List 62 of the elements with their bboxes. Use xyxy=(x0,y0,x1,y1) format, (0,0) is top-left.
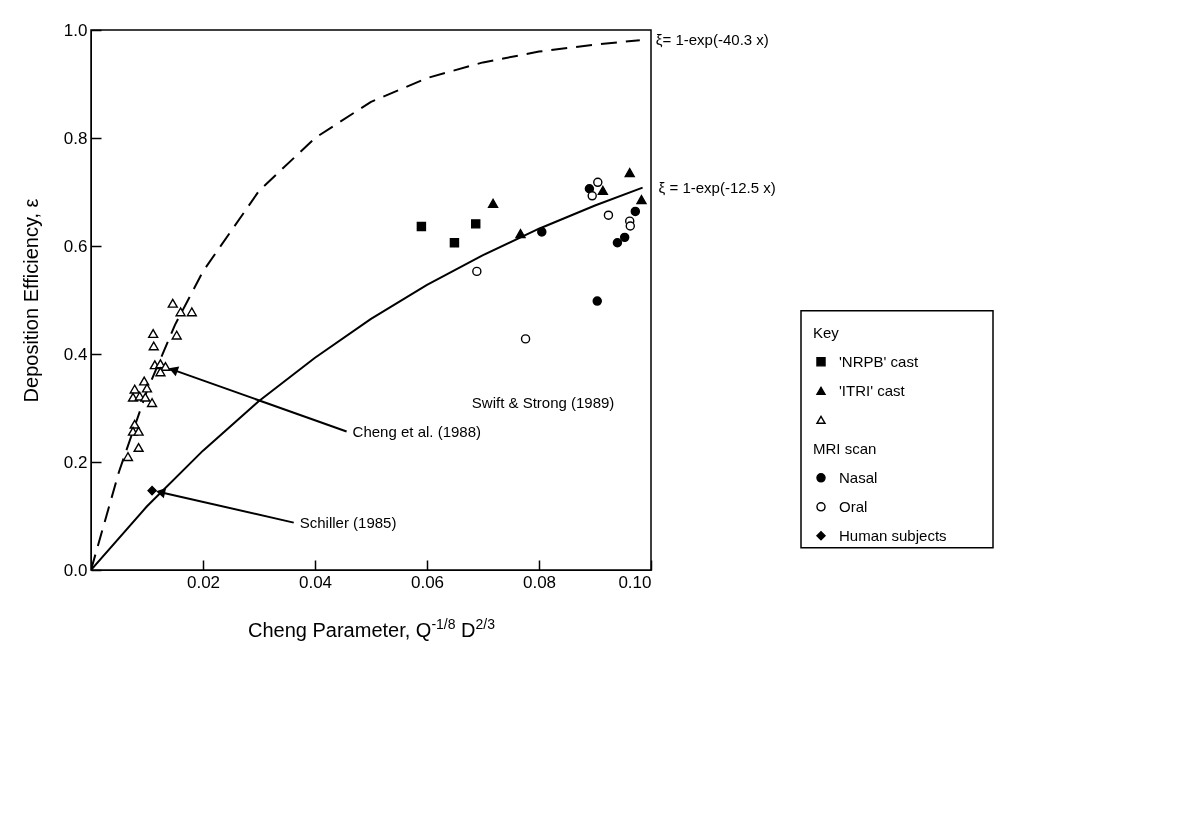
point xyxy=(612,238,623,248)
point xyxy=(593,177,603,187)
annotation: Schiller (1985) xyxy=(299,513,397,531)
point xyxy=(625,221,636,231)
y-tick-label: 1.0 xyxy=(63,20,88,40)
text: MRI scan xyxy=(813,439,877,457)
x-tick-label: 0.06 xyxy=(410,572,445,592)
point xyxy=(597,185,609,195)
series-label: ξ= 1-exp(-40.3 x) xyxy=(655,31,769,49)
point xyxy=(449,238,460,248)
series-label: ξ = 1-exp(-12.5 x) xyxy=(658,178,776,196)
annotation: Cheng et al. (1988) xyxy=(352,422,482,440)
point xyxy=(146,398,158,408)
point xyxy=(515,229,526,239)
annotation: Swift & Strong (1989) xyxy=(471,393,615,411)
legend-label: Human subjects xyxy=(839,526,947,544)
point xyxy=(175,307,186,317)
point xyxy=(592,296,602,306)
legend-label: 'NRPB' cast xyxy=(839,352,919,370)
y-tick-label: 0.6 xyxy=(63,236,88,256)
legend-label: Nasal xyxy=(839,468,878,486)
point xyxy=(520,334,531,344)
point xyxy=(122,452,134,462)
x-tick-label: 0.08 xyxy=(522,572,557,592)
point xyxy=(416,221,427,232)
point xyxy=(630,206,641,217)
y-tick-label: 0.8 xyxy=(63,128,88,148)
point xyxy=(155,367,166,377)
point xyxy=(167,298,178,308)
point xyxy=(141,383,153,393)
x-tick-label: 0.10 xyxy=(618,572,652,592)
y-tick-label: 0.4 xyxy=(63,344,88,364)
point xyxy=(487,198,499,208)
x-axis-title: Cheng Parameter, Q$^{-1/8}$ D$^{2/3}$ xyxy=(247,615,496,641)
point xyxy=(171,330,182,340)
legend-title: Key xyxy=(813,323,840,341)
point xyxy=(148,341,159,351)
point xyxy=(129,384,140,394)
point xyxy=(139,376,150,386)
point xyxy=(147,485,157,496)
legend-label: 'ITRI' cast xyxy=(839,381,906,399)
x-tick-label: 0.04 xyxy=(298,572,333,592)
point xyxy=(133,426,144,436)
point xyxy=(147,328,159,339)
point xyxy=(186,307,197,317)
point xyxy=(636,194,647,205)
point xyxy=(619,232,630,243)
point xyxy=(133,442,144,452)
point xyxy=(470,219,481,229)
y-axis-title: Deposition Efficiency, ε xyxy=(19,198,42,403)
point xyxy=(624,167,635,178)
x-tick-label: 0.02 xyxy=(186,572,221,592)
legend-label: Oral xyxy=(839,497,868,515)
point xyxy=(129,419,140,429)
y-tick-label: 0.2 xyxy=(63,452,88,472)
point xyxy=(140,392,151,402)
point xyxy=(472,266,482,277)
point xyxy=(160,361,171,371)
point xyxy=(537,227,547,237)
y-tick-label: 0.0 xyxy=(63,560,88,580)
point xyxy=(603,210,614,220)
point xyxy=(587,191,597,201)
